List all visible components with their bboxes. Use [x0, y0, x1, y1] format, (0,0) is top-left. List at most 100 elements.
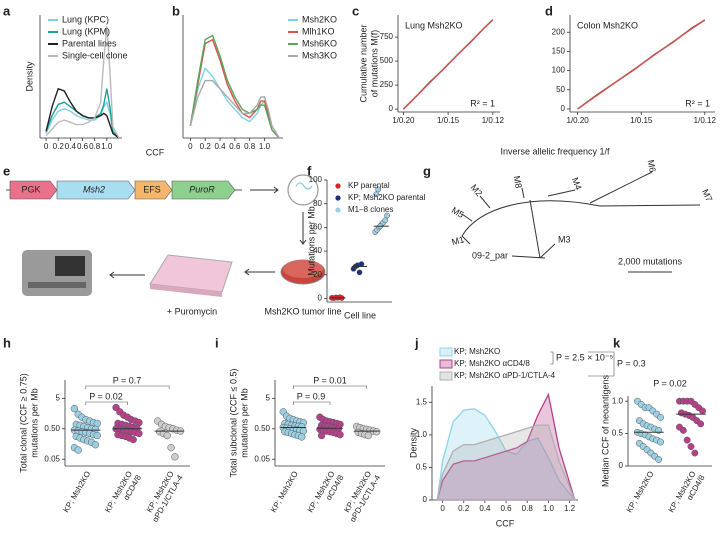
- data-line: [189, 79, 280, 139]
- y-axis-label: mutations per Mb: [239, 388, 249, 458]
- y-tick-label: 100: [552, 66, 566, 75]
- leaf-label: M2: [469, 182, 485, 198]
- legend-swatch: [335, 195, 341, 201]
- y-tick-label: 500: [380, 56, 394, 65]
- legend-label: Mlh1KO: [302, 26, 335, 36]
- annotation: R² = 1: [685, 98, 710, 108]
- scale-label: 2,000 mutations: [618, 256, 683, 266]
- step-label: + Puromycin: [167, 306, 217, 316]
- leaf-label: M5: [450, 205, 466, 220]
- y-tick-label: 0.50: [44, 424, 60, 433]
- pgk-box: [9, 180, 58, 200]
- x-tick-label: 0.8: [244, 142, 256, 151]
- panel-letter: c: [352, 3, 359, 18]
- y-tick-label: 0.50: [254, 424, 270, 433]
- data-point: [167, 444, 175, 452]
- panel-letter: d: [545, 3, 553, 18]
- step-label: Msh2KO tumor line: [264, 306, 341, 316]
- x-tick-label: 0.4: [214, 142, 226, 151]
- x-tick-label: KP; Msh2KO: [269, 470, 300, 515]
- well-plate-side: [150, 284, 222, 297]
- legend-label: KP; Msh2KO αPD-1/CTLA-4: [454, 371, 556, 380]
- y-tick-label: 80: [313, 199, 322, 208]
- arrow: [109, 271, 145, 279]
- y-tick-label: 0: [561, 104, 566, 113]
- panel-letter: i: [215, 335, 219, 350]
- y-tick-label: 0.5: [612, 429, 624, 438]
- leaf-label: M7: [700, 188, 714, 204]
- panel-letter: e: [3, 163, 10, 178]
- x-tick-label: 0: [188, 142, 193, 151]
- data-point: [70, 404, 79, 413]
- x-tick-label: 0.6: [500, 504, 512, 513]
- x-tick-label: 0: [44, 142, 49, 151]
- data-point: [697, 420, 705, 428]
- leaf-label: M6: [646, 159, 658, 173]
- y-tick-label: 0: [619, 461, 624, 470]
- x-tick-label: 1.0: [259, 142, 271, 151]
- data-line: [402, 19, 494, 110]
- data-line: [189, 38, 280, 139]
- p-bracket: [85, 401, 128, 405]
- y-tick-label: 0.5: [416, 463, 428, 472]
- y-tick-label: 100: [309, 175, 323, 184]
- y-tick-label: 1.0: [416, 430, 428, 439]
- y-axis-label: of mutations M(f): [369, 30, 379, 98]
- y-axis-label: Density: [24, 61, 34, 92]
- legend-swatch: [439, 359, 453, 369]
- data-line: [45, 26, 120, 139]
- panel-letter: b: [172, 3, 180, 18]
- efs-box: [134, 180, 173, 200]
- legend-swatch: [335, 207, 341, 213]
- arrow: [299, 212, 307, 245]
- y-tick-label: 0: [318, 294, 323, 303]
- data-point: [135, 429, 143, 438]
- legend-label: Msh3KO: [302, 50, 337, 60]
- annotation: P = 0.7: [113, 375, 142, 385]
- y-tick-label: 60: [313, 222, 322, 231]
- panel-letter: a: [3, 3, 11, 18]
- msh2-box: [56, 180, 136, 200]
- x-tick-label: 0.2: [53, 142, 65, 151]
- annotation: P = 0.9: [297, 391, 326, 401]
- x-tick-label: 1/0.15: [437, 116, 460, 125]
- gene-label: PGK: [21, 184, 40, 194]
- data-point: [93, 431, 101, 440]
- data-point: [683, 436, 691, 444]
- data-point: [171, 453, 179, 461]
- x-tick-label: KP; Msh2KO: [625, 470, 656, 515]
- annotation: R² = 1: [470, 98, 495, 108]
- data-point: [129, 435, 137, 444]
- y-tick-label: 0: [423, 495, 428, 504]
- phylogenetic-tree: g M1 M5 M2 M8 M4 M6 M7 M3 09-2_par 2,000…: [423, 159, 714, 273]
- data-line: [189, 34, 280, 139]
- data-point: [356, 269, 363, 276]
- data-point: [91, 441, 100, 449]
- y-tick-label: 0.05: [254, 454, 270, 463]
- legend-label: Lung (KPM): [62, 26, 110, 36]
- annotation: Lung Msh2KO: [405, 20, 463, 30]
- x-tick-label: 1/0.12: [482, 116, 505, 125]
- legend-label: Parental lines: [62, 38, 117, 48]
- data-point: [358, 261, 365, 267]
- y-axis-label: mutations per Mb: [29, 388, 39, 458]
- panel-letter: k: [613, 335, 621, 350]
- x-tick-label: 0.4: [479, 504, 491, 513]
- x-tick-label: 0.8: [522, 504, 534, 513]
- data-line: [577, 19, 706, 110]
- data-point: [382, 217, 388, 224]
- x-tick-label: 0.6: [77, 142, 89, 151]
- data-point: [364, 431, 372, 440]
- leaf-label: M1: [451, 234, 466, 247]
- tree-branch: [461, 200, 601, 237]
- annotation: P = 0.02: [89, 391, 123, 401]
- x-tick-label: 1/0.20: [567, 116, 590, 125]
- density-area: [436, 392, 576, 501]
- y-axis-label: Mutations per Mb: [306, 206, 316, 276]
- legend-label: Lung (KPC): [62, 14, 109, 24]
- p-bracket: [85, 385, 170, 389]
- y-tick-label: 150: [552, 47, 566, 56]
- annotation: Colon Msh2KO: [577, 20, 638, 30]
- data-point: [375, 186, 382, 193]
- arrow: [250, 186, 279, 194]
